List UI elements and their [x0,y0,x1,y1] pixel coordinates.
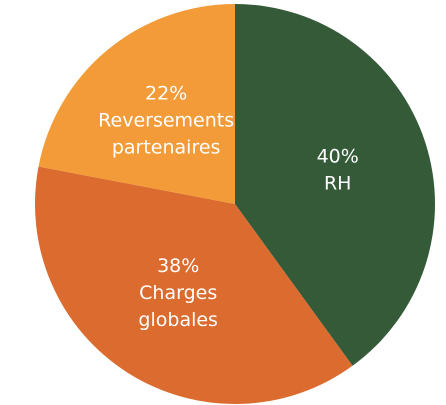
slice-category-label: globales [138,309,218,331]
slice-category-label: RH [324,173,352,195]
slice-value-label: 40% [317,146,359,168]
slice-value-label: 22% [145,82,187,104]
slice-category-label: Reversements [98,109,234,131]
slice-category-label: Charges [139,282,217,304]
pie-slice-charges-globales [34,166,353,404]
slice-category-label: partenaires [112,136,221,158]
pie-slice-rh [235,4,435,366]
pie-slices [34,4,435,404]
pie-slice-reversements-partenaires [38,4,236,204]
pie-labels: 40% RH 38% Charges globales 22% Reversements pa… [98,82,359,331]
slice-value-label: 38% [157,255,199,277]
